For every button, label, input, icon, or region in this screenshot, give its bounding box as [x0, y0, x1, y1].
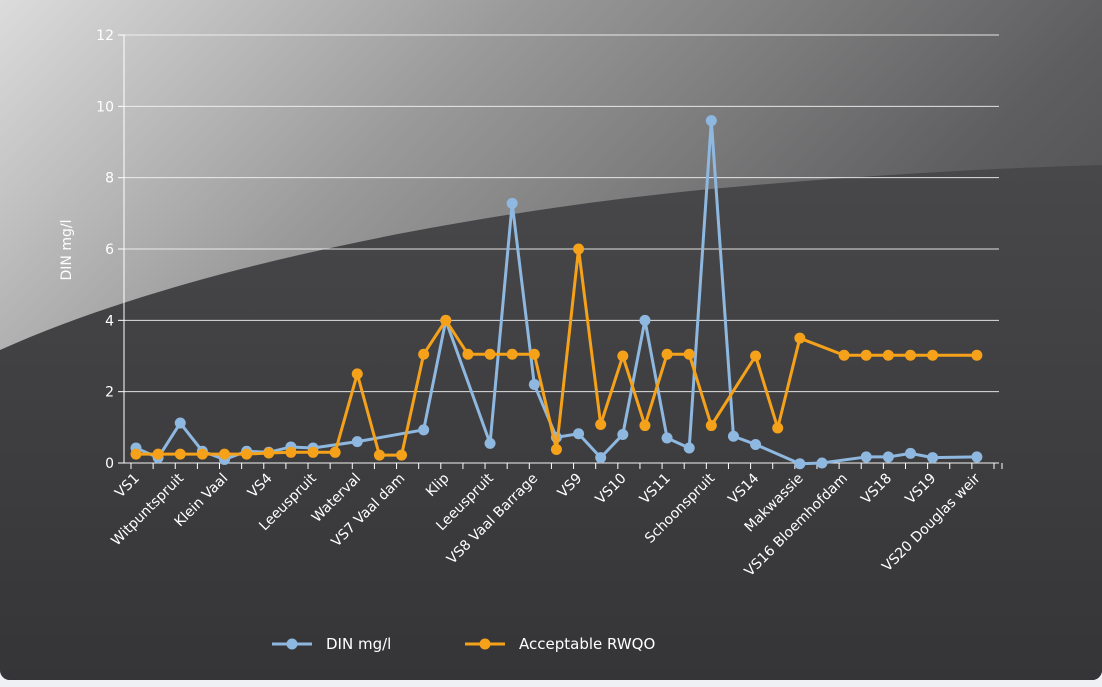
data-point-rwqo [617, 350, 629, 362]
data-point-din [639, 314, 651, 326]
axes [118, 34, 1003, 469]
data-point-rwqo [329, 446, 341, 458]
data-point-din [683, 442, 695, 454]
legend-item: Acceptable RWQO [465, 635, 655, 653]
data-point-din [816, 457, 828, 469]
data-point-din [484, 437, 496, 449]
data-point-rwqo [528, 348, 540, 360]
data-point-rwqo [219, 448, 231, 460]
data-point-din [174, 417, 186, 429]
data-point-rwqo [639, 420, 651, 432]
data-point-rwqo [661, 348, 673, 360]
y-axis-title: DIN mg/l [59, 220, 75, 281]
data-point-din [418, 424, 430, 436]
data-point-rwqo [550, 443, 562, 455]
data-point-rwqo [152, 448, 164, 460]
data-point-rwqo [462, 348, 474, 360]
data-point-din [351, 436, 363, 448]
data-point-din [506, 197, 518, 209]
data-point-rwqo [927, 349, 939, 361]
y-tick-label: 12 [96, 28, 114, 44]
data-point-rwqo [904, 349, 916, 361]
data-point-rwqo [882, 349, 894, 361]
data-point-rwqo [351, 368, 363, 380]
data-point-din [927, 452, 939, 464]
data-point-din [904, 447, 916, 459]
data-point-rwqo [241, 448, 253, 460]
data-point-din [971, 451, 983, 463]
legend-label: Acceptable RWQO [519, 635, 655, 653]
data-point-rwqo [418, 348, 430, 360]
data-point-rwqo [484, 348, 496, 360]
data-point-din [882, 451, 894, 463]
data-point-din [528, 379, 540, 391]
data-point-din [750, 438, 762, 450]
data-point-rwqo [772, 422, 784, 434]
data-point-rwqo [196, 448, 208, 460]
data-point-rwqo [971, 349, 983, 361]
data-point-rwqo [285, 446, 297, 458]
data-point-din [661, 432, 673, 444]
data-point-rwqo [440, 314, 452, 326]
data-point-rwqo [794, 332, 806, 344]
data-point-rwqo [174, 448, 186, 460]
data-point-rwqo [750, 350, 762, 362]
data-point-rwqo [130, 448, 142, 460]
data-point-rwqo [838, 349, 850, 361]
data-point-din [794, 458, 806, 470]
series-lines [130, 115, 983, 470]
data-point-rwqo [373, 449, 385, 461]
data-point-rwqo [573, 243, 585, 255]
data-point-din [617, 428, 629, 440]
y-tick-label: 4 [105, 313, 114, 329]
grid-lines [124, 34, 999, 464]
data-point-din [860, 451, 872, 463]
y-tick-labels: 0 2 4 6 8 10 12 [96, 28, 114, 472]
data-point-din [595, 452, 607, 464]
legend-swatch-marker [286, 638, 298, 650]
data-point-rwqo [396, 449, 408, 461]
data-point-din [727, 430, 739, 442]
data-point-rwqo [263, 447, 275, 459]
legend-swatch-marker [479, 638, 491, 650]
legend-item: DIN mg/l [272, 635, 391, 653]
data-point-din [573, 428, 585, 440]
y-tick-label: 10 [96, 99, 114, 115]
data-point-rwqo [307, 446, 319, 458]
data-point-rwqo [860, 349, 872, 361]
data-point-rwqo [683, 348, 695, 360]
y-tick-label: 6 [105, 242, 114, 258]
legend: DIN mg/l Acceptable RWQO [272, 635, 655, 653]
y-tick-label: 2 [105, 385, 114, 401]
legend-label: DIN mg/l [326, 635, 391, 653]
y-tick-label: 8 [105, 171, 114, 187]
data-point-rwqo [705, 420, 717, 432]
data-point-rwqo [506, 348, 518, 360]
y-tick-label: 0 [105, 456, 114, 472]
data-point-din [705, 115, 717, 127]
data-point-rwqo [595, 418, 607, 430]
